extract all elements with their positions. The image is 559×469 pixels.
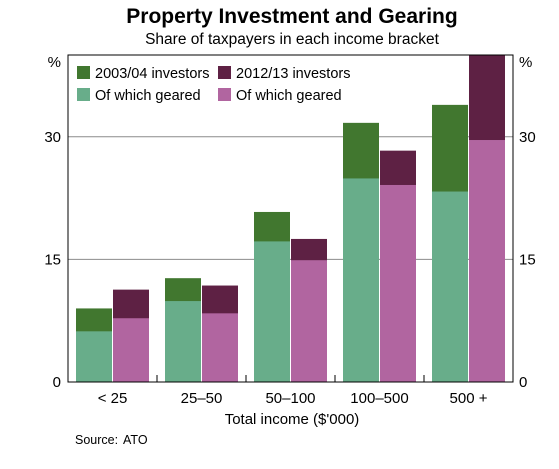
bar-geared-2012-13-investors-500 [469, 140, 505, 382]
legend-swatch-geared-2012-13 [218, 88, 231, 101]
legend-label-2012-13: 2012/13 investors [236, 66, 350, 82]
x-axis-label: Total income ($'000) [225, 411, 360, 428]
plot-area [67, 54, 514, 383]
x-tick-label-100-500: 100–500 [350, 390, 408, 407]
y-tick-label-left-15: 15 [44, 251, 61, 268]
chart-title: Property Investment and Gearing [126, 5, 457, 28]
y-axis-unit-right: % [519, 54, 532, 71]
y-ticks-right: 0 15 30 [519, 129, 536, 391]
x-tick-labels: < 25 25–50 50–100 100–500 500 + [98, 390, 488, 407]
legend-label-geared-2003-04: Of which geared [95, 88, 201, 104]
x-tick-label-50-100: 50–100 [265, 390, 315, 407]
x-tick-label-25: < 25 [98, 390, 128, 407]
bar-geared-2012-13-investors-25 [113, 318, 149, 382]
x-tick-label-500: 500 + [450, 390, 488, 407]
legend-label-2003-04: 2003/04 investors [95, 66, 209, 82]
bar-geared-2003-04-investors-25-50 [165, 301, 201, 382]
legend-swatch-2012-13 [218, 66, 231, 79]
legend-swatch-2003-04 [77, 66, 90, 79]
y-axis-unit-left: % [48, 54, 61, 71]
x-tick-label-25-50: 25–50 [181, 390, 223, 407]
bars [76, 55, 505, 383]
y-tick-label-right-30: 30 [519, 129, 536, 146]
source-label: Source: [75, 433, 118, 447]
plot-frame [67, 54, 514, 383]
y-tick-label-right-15: 15 [519, 251, 536, 268]
chart-subtitle: Share of taxpayers in each income bracke… [145, 31, 439, 48]
bar-geared-2003-04-investors-25 [76, 331, 112, 382]
bar-geared-2003-04-investors-100-500 [343, 178, 379, 382]
bar-geared-2003-04-investors-500 [432, 191, 468, 382]
bar-geared-2003-04-investors-50-100 [254, 241, 290, 382]
legend-swatch-geared-2003-04 [77, 88, 90, 101]
x-ticks [156, 375, 425, 382]
legend: 2003/04 investors 2012/13 investors Of w… [77, 66, 350, 104]
legend-label-geared-2012-13: Of which geared [236, 88, 342, 104]
bar-geared-2012-13-investors-50-100 [291, 260, 327, 382]
y-tick-label-right-0: 0 [519, 374, 527, 391]
bar-geared-2012-13-investors-25-50 [202, 313, 238, 382]
y-tick-label-left-30: 30 [44, 129, 61, 146]
bar-geared-2012-13-investors-100-500 [380, 184, 416, 382]
y-ticks-left: 0 15 30 [44, 129, 61, 391]
source-text: ATO [123, 433, 148, 447]
y-tick-label-left-0: 0 [53, 374, 61, 391]
